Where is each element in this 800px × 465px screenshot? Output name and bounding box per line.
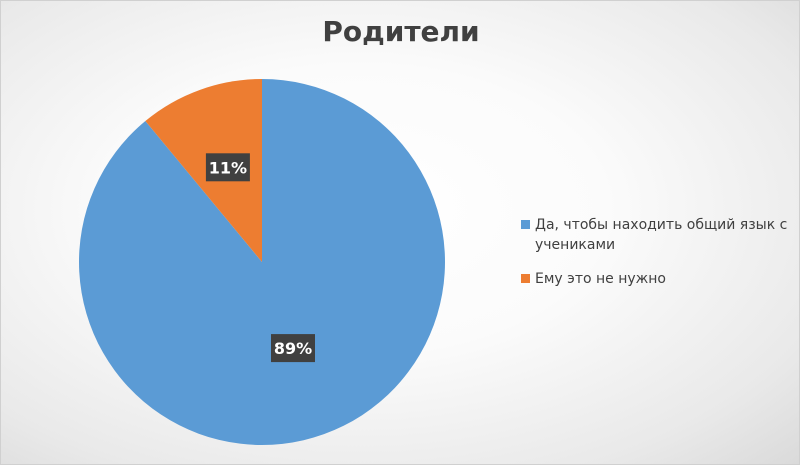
pie-slice-no bbox=[145, 79, 262, 262]
legend-swatch-no bbox=[521, 274, 530, 283]
legend-label-yes: Да, чтобы находить общий язык с ученикам… bbox=[535, 217, 788, 253]
data-label-yes: 89% bbox=[270, 334, 315, 363]
legend: Да, чтобы находить общий язык с ученикам… bbox=[521, 215, 791, 303]
chart-title: Родители bbox=[322, 15, 480, 48]
legend-label-no: Ему это не нужно bbox=[535, 271, 666, 287]
data-label-text: 11% bbox=[209, 158, 247, 177]
data-label-text: 89% bbox=[274, 339, 312, 358]
data-label-box bbox=[205, 153, 250, 182]
data-label-no: 11% bbox=[205, 153, 250, 182]
legend-swatch-yes bbox=[521, 220, 530, 229]
legend-item-no: Ему это не нужно bbox=[521, 269, 791, 289]
data-label-box bbox=[270, 334, 315, 363]
legend-item-yes: Да, чтобы находить общий язык с ученикам… bbox=[521, 215, 791, 255]
